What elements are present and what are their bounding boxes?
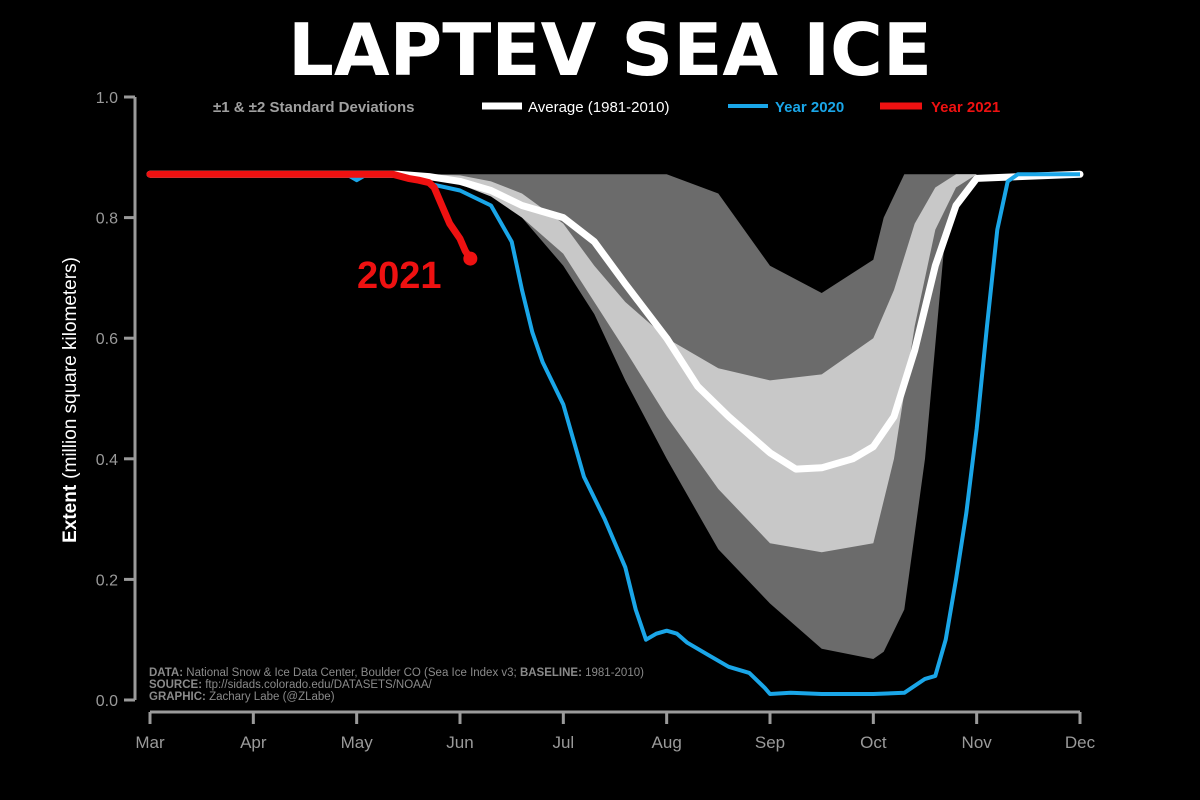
credits-baseline-text: 1981-2010) [582,667,644,679]
credits-data-text: National Snow & Ice Data Center, Boulder… [183,667,520,679]
credits-data-label: DATA: [149,667,183,679]
chart-title: LAPTEV SEA ICE [288,8,932,92]
x-tick-label: Jul [552,733,574,752]
y-tick-label: 0.8 [96,211,118,228]
credits-source-text: ftp://sidads.colorado.edu/DATASETS/NOAA/ [202,679,432,691]
legend-average-label: Average (1981-2010) [528,99,670,116]
series-2021-endpoint [463,251,478,266]
x-tick-label: Oct [860,733,887,752]
series-2021-line [146,170,474,263]
x-tick-label: Nov [962,733,993,752]
credits-baseline-label: BASELINE: [520,667,582,679]
x-tick-label: Jun [446,733,473,752]
credits-graphic-text: Zachary Labe (@ZLabe) [206,691,335,703]
legend-std-label: ±1 & ±2 Standard Deviations [213,99,415,116]
y-axis-label: Extent (million square kilometers) [60,257,81,543]
x-tick-label: Dec [1065,733,1096,752]
x-tick-label: May [341,733,374,752]
x-ticks: Mar Apr May Jun Jul Aug Sep Oct Nov Dec [135,712,1096,752]
credits: DATA: National Snow & Ice Data Center, B… [149,667,644,703]
legend-2020-label: Year 2020 [775,99,844,116]
y-ticks: 0.0 0.2 0.4 0.6 0.8 1.0 [96,90,135,710]
x-tick-label: Mar [135,733,165,752]
series-2020-line [150,172,1080,696]
credits-graphic-label: GRAPHIC: [149,691,206,703]
y-axis-label-rest: (million square kilometers) [60,257,81,479]
y-tick-label: 0.4 [96,452,118,469]
credits-source-line: SOURCE: ftp://sidads.colorado.edu/DATASE… [149,679,433,691]
x-tick-label: Apr [240,733,267,752]
series-average-line [146,170,1084,473]
axes [133,97,1080,714]
x-tick-label: Aug [652,733,682,752]
credits-graphic-line: GRAPHIC: Zachary Labe (@ZLabe) [149,691,335,703]
annotation-2021: 2021 [357,255,442,297]
y-tick-label: 0.2 [96,572,118,589]
y-tick-label: 1.0 [96,90,118,107]
credits-data-line: DATA: National Snow & Ice Data Center, B… [149,667,644,679]
legend: ±1 & ±2 Standard Deviations Average (198… [213,99,1000,116]
legend-2021-label: Year 2021 [931,99,1000,116]
y-axis-label-bold: Extent [60,484,81,543]
y-tick-label: 0.0 [96,693,118,710]
x-tick-label: Sep [755,733,785,752]
lines-layer [146,170,1084,696]
y-tick-label: 0.6 [96,331,118,348]
credits-source-label: SOURCE: [149,679,202,691]
